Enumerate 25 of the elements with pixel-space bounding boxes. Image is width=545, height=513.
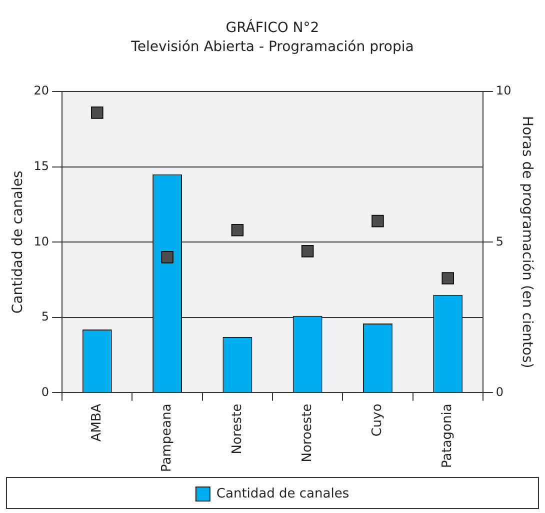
y-tick-label: 10 — [34, 234, 50, 248]
point — [161, 251, 174, 264]
point — [301, 245, 314, 258]
point — [442, 272, 454, 284]
x-tick-label: Noroeste — [300, 404, 315, 462]
point — [372, 214, 384, 228]
x-tick-label: Patagonia — [440, 404, 456, 468]
point — [231, 224, 244, 236]
y2-tick-label: 5 — [496, 234, 504, 248]
x-tick-label: Pampeana — [160, 404, 175, 472]
x-tick-label: AMBA — [90, 404, 105, 442]
y2-tick-label: 10 — [496, 84, 512, 98]
chart-title: GRÁFICO N°2 — [226, 19, 320, 36]
x-tick-label: Cuyo — [370, 404, 386, 437]
x-tick-label: Noreste — [230, 404, 245, 454]
y-tick-label: 15 — [34, 159, 50, 173]
chart-subtitle: Televisión Abierta - Programación propia — [130, 38, 414, 55]
point — [90, 106, 104, 119]
legend-label: Cantidad de canales — [216, 486, 350, 502]
y-axis-title: Cantidad de canales — [10, 170, 26, 314]
y2-tick-label: 0 — [496, 384, 504, 399]
y-tick-label: 0 — [41, 384, 50, 399]
y2-axis-title: Horas de programación (en cientos) — [518, 116, 535, 368]
y-tick-label: 5 — [41, 310, 50, 324]
y-tick-label: 20 — [34, 84, 50, 98]
